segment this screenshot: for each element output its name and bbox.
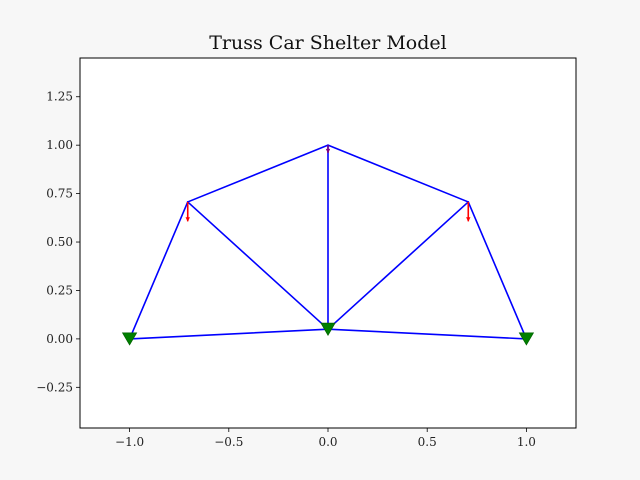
y-tick-label: 0.75 (46, 187, 73, 201)
truss-member (327, 328, 528, 340)
support-marker (518, 332, 535, 346)
load-arrow-head (185, 217, 190, 222)
truss-member (327, 144, 470, 203)
x-tick-label: −0.5 (214, 435, 243, 449)
chart-title: Truss Car Shelter Model (209, 32, 446, 54)
y-tick-label: 1.25 (46, 90, 73, 104)
y-tick-label: 1.00 (46, 138, 73, 152)
truss-member (128, 201, 189, 340)
truss-member (186, 201, 329, 331)
load-arrows (185, 145, 471, 222)
x-tick-label: 0.5 (418, 435, 437, 449)
support-marker (320, 322, 336, 336)
x-tick-label: −1.0 (115, 435, 144, 449)
x-tick-label: 1.0 (517, 435, 536, 449)
truss-members (128, 144, 528, 340)
truss-member (467, 201, 528, 340)
support-marker (121, 332, 138, 346)
supports (121, 322, 535, 346)
truss-member (128, 328, 329, 340)
y-tick-label: 0.00 (46, 332, 73, 346)
y-tick-label: −0.25 (36, 380, 73, 394)
y-tick-label: 0.25 (46, 283, 73, 297)
load-arrow-head (325, 148, 331, 154)
y-tick-label: 0.50 (46, 235, 73, 249)
y-axis: −0.25 0.00 0.25 0.50 0.75 1.00 1.25 (36, 90, 80, 394)
x-axis: −1.0 −0.5 0.0 0.5 1.0 (115, 428, 536, 449)
truss-member (186, 144, 329, 203)
x-tick-label: 0.0 (318, 435, 337, 449)
truss-member (327, 201, 470, 331)
load-arrow-head (466, 217, 471, 222)
